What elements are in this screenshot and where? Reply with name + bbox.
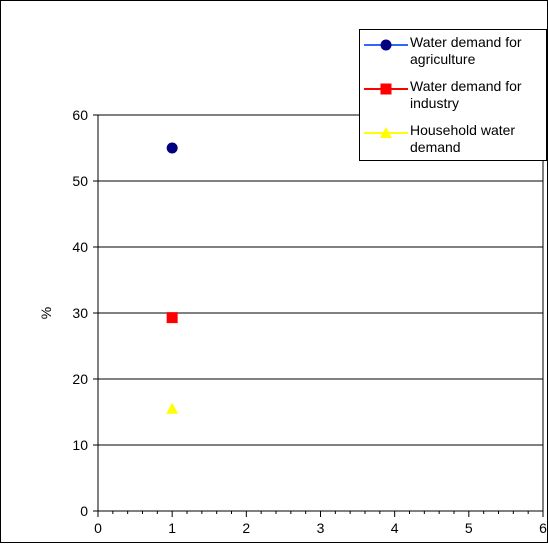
y-tick-label: 30 <box>72 305 88 321</box>
legend-swatch <box>364 83 408 95</box>
data-point-series-0 <box>166 142 178 154</box>
legend-swatch-marker <box>380 39 392 51</box>
legend-item: Household water demand <box>360 122 548 166</box>
x-tick-label: 6 <box>539 520 547 536</box>
legend-swatch-marker <box>380 127 392 138</box>
y-tick-label: 40 <box>72 239 88 255</box>
x-tick-label: 1 <box>168 520 176 536</box>
legend-item: Water demand for industry <box>360 78 548 122</box>
x-tick-label: 0 <box>94 520 102 536</box>
data-point-series-2 <box>166 402 179 414</box>
x-tick-label: 2 <box>242 520 250 536</box>
y-tick-label: 50 <box>72 173 88 189</box>
legend-swatch-marker <box>380 83 392 95</box>
legend-item: Water demand for agriculture <box>360 34 548 78</box>
legend-label: Water demand for agriculture <box>410 34 522 67</box>
legend-label: Water demand for industry <box>410 78 522 111</box>
legend-label: Household water demand <box>410 122 516 155</box>
y-tick-label: 20 <box>72 371 88 387</box>
y-tick-label: 0 <box>80 503 88 519</box>
data-point-series-1 <box>166 312 178 324</box>
y-tick-label: 60 <box>72 107 88 123</box>
legend: Water demand for agriculture Water demand… <box>359 29 547 161</box>
legend-swatch <box>364 127 408 138</box>
y-tick-label: 10 <box>72 437 88 453</box>
legend-swatch <box>364 39 408 51</box>
y-axis-label: % <box>38 307 54 319</box>
x-tick-label: 3 <box>317 520 325 536</box>
x-tick-label: 5 <box>465 520 473 536</box>
x-tick-label: 4 <box>391 520 399 536</box>
